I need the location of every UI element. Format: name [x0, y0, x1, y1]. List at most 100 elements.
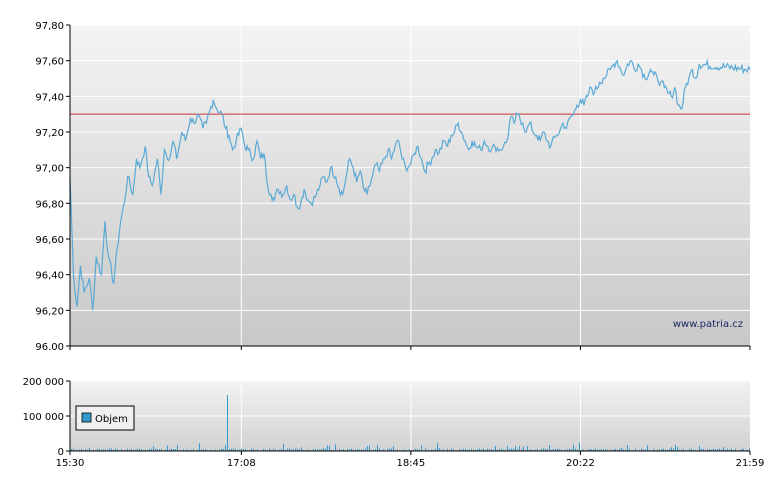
volume-bar — [559, 449, 560, 451]
volume-bar — [297, 448, 298, 451]
volume-bar — [335, 444, 336, 451]
volume-bar — [171, 448, 172, 451]
volume-bar — [541, 448, 542, 451]
volume-bar — [137, 448, 138, 451]
volume-bar — [257, 449, 258, 451]
volume-bar — [715, 449, 716, 451]
volume-bar — [313, 448, 314, 451]
volume-bar — [547, 448, 548, 451]
volume-bar — [243, 449, 244, 451]
volume-bar — [521, 449, 522, 451]
volume-bar — [417, 448, 418, 451]
x-tick-label: 20:22 — [566, 458, 595, 469]
volume-bar — [151, 449, 152, 451]
volume-bar — [667, 449, 668, 451]
volume-bar — [387, 448, 388, 451]
volume-bar — [665, 449, 666, 451]
volume-bar — [215, 449, 216, 451]
volume-bar — [623, 449, 624, 451]
volume-bar — [371, 449, 372, 451]
volume-y-tick-label: 0 — [58, 447, 64, 458]
volume-bar — [499, 449, 500, 451]
price-y-axis: 97,80 97,60 97,40 97,20 97,00 96,80 96,60 96,40… — [35, 21, 70, 353]
volume-bar — [493, 449, 494, 451]
volume-bar — [601, 448, 602, 451]
volume-bar — [691, 448, 692, 451]
volume-bar — [509, 448, 510, 451]
legend-label: Objem — [95, 414, 128, 425]
volume-bar — [315, 449, 316, 451]
price-y-tick-label: 96,20 — [35, 306, 64, 317]
volume-bar — [127, 448, 128, 451]
volume-bar — [595, 448, 596, 451]
volume-bar — [721, 449, 722, 451]
volume-bar — [133, 449, 134, 451]
volume-bar — [661, 448, 662, 451]
volume-bar — [271, 449, 272, 451]
volume-bar — [617, 449, 618, 451]
volume-bar — [497, 449, 498, 451]
volume-bar — [487, 448, 488, 451]
volume-bar — [179, 449, 180, 451]
price-y-tick-label: 96,40 — [35, 271, 64, 282]
volume-bar — [641, 448, 642, 451]
x-tick-label: 17:08 — [227, 458, 256, 469]
volume-bar — [325, 448, 326, 451]
volume-bar — [599, 449, 600, 451]
volume-bar — [373, 449, 374, 451]
volume-bar — [473, 449, 474, 451]
volume-bar — [155, 448, 156, 451]
volume-bar — [437, 443, 438, 451]
volume-bar — [545, 448, 546, 451]
volume-bar — [101, 449, 102, 451]
volume-bar — [587, 449, 588, 451]
volume-bar — [77, 449, 78, 451]
price-grid — [70, 24, 750, 346]
volume-bar — [433, 449, 434, 451]
volume-bar — [679, 449, 680, 451]
volume-bar — [165, 449, 166, 451]
volume-bar — [645, 449, 646, 451]
volume-bar — [269, 448, 270, 451]
price-y-tick-label: 96,80 — [35, 199, 64, 210]
volume-bar — [671, 447, 672, 451]
volume-bar — [295, 448, 296, 451]
volume-bar — [283, 444, 284, 451]
volume-bar — [365, 448, 366, 451]
volume-bar — [453, 448, 454, 451]
volume-bar — [363, 449, 364, 451]
x-tick-label: 18:45 — [396, 458, 425, 469]
volume-bar — [673, 448, 674, 451]
volume-bar — [175, 449, 176, 451]
volume-bar — [723, 447, 724, 451]
volume-grid — [70, 380, 750, 451]
volume-bar — [235, 448, 236, 451]
volume-bar — [183, 449, 184, 451]
volume-bar — [223, 448, 224, 451]
volume-bar — [279, 449, 280, 451]
volume-bar — [109, 448, 110, 451]
volume-bar — [425, 448, 426, 451]
volume-bar — [447, 448, 448, 451]
volume-bar — [589, 449, 590, 451]
volume-bar — [281, 448, 282, 451]
volume-bar — [177, 445, 178, 451]
volume-bar — [107, 449, 108, 451]
volume-bar — [719, 448, 720, 451]
volume-bar — [111, 448, 112, 451]
volume-bar — [573, 444, 574, 451]
volume-bar — [605, 448, 606, 451]
volume-bar — [571, 449, 572, 451]
price-y-tick-label: 97,20 — [35, 128, 64, 139]
volume-bar — [231, 448, 232, 451]
volume-bar — [431, 449, 432, 451]
price-plot-background — [70, 25, 750, 346]
volume-bar — [451, 448, 452, 451]
volume-bar — [197, 449, 198, 451]
volume-bar — [321, 448, 322, 451]
volume-bar — [391, 448, 392, 451]
volume-bar — [115, 448, 116, 451]
volume-bar — [663, 448, 664, 451]
volume-bar — [211, 449, 212, 451]
volume-bar — [613, 449, 614, 451]
